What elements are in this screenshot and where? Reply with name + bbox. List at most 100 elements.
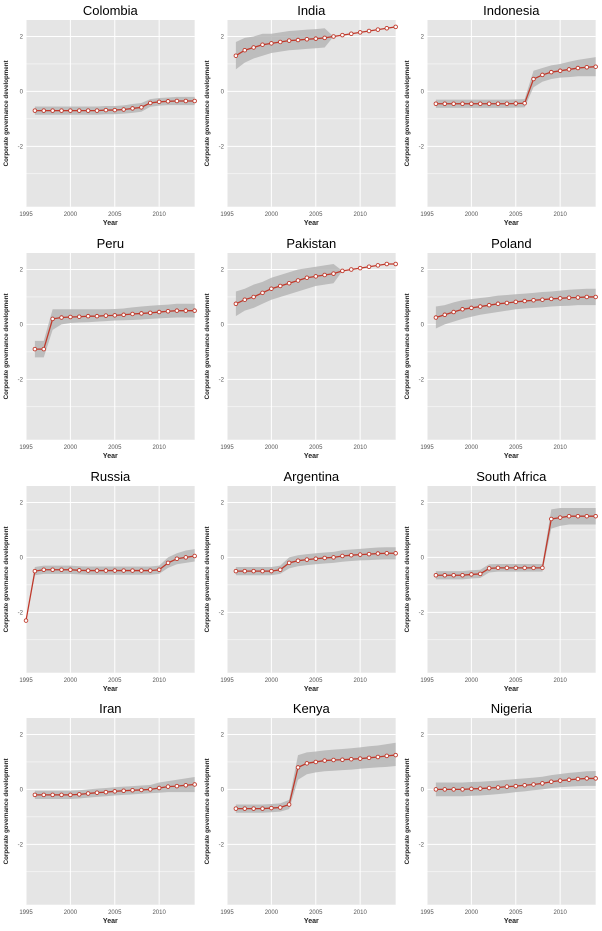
data-point (59, 567, 64, 572)
x-axis-label: Year (504, 918, 519, 925)
plot-background (26, 252, 195, 440)
data-point (94, 108, 100, 113)
data-point (251, 294, 256, 299)
data-point (584, 776, 590, 781)
y-tick-label: -2 (218, 843, 224, 849)
x-tick-label: 1995 (421, 212, 435, 218)
y-tick-label: 2 (220, 500, 224, 506)
x-axis-label: Year (304, 685, 319, 692)
x-tick-label: 2000 (264, 677, 278, 683)
x-tick-label: 2000 (465, 677, 479, 683)
data-point (77, 792, 82, 797)
data-point (277, 39, 283, 45)
data-point (330, 554, 336, 560)
x-tick-label: 1995 (19, 910, 33, 916)
data-point (251, 806, 256, 812)
panel-title: Pakistan (286, 236, 336, 251)
data-point (41, 567, 47, 572)
data-point (549, 69, 554, 75)
panel-colombia: Colombia 1995 2000 2005 2010 2 0 -2 Year Corporat… (3, 3, 197, 227)
data-point (584, 294, 590, 299)
data-point (259, 42, 265, 47)
data-point (513, 784, 519, 789)
x-axis-label: Year (504, 685, 519, 692)
data-point (94, 567, 100, 573)
x-axis-label: Year (103, 453, 118, 460)
data-point (174, 784, 180, 789)
panel-iran: Iran 1995 2000 2005 2010 2 0 -2 Year Corporate go… (3, 701, 197, 925)
y-tick-label: -2 (419, 610, 425, 616)
data-point (121, 107, 126, 112)
data-point (183, 98, 189, 104)
data-point (357, 30, 363, 35)
data-point (41, 108, 47, 113)
data-point (451, 101, 457, 107)
x-tick-label: 2010 (554, 445, 568, 451)
y-tick-label: 0 (20, 89, 24, 95)
data-point (442, 572, 448, 578)
y-tick-label: 2 (421, 34, 425, 40)
y-axis-label: Corporate governance development (204, 60, 211, 166)
y-tick-label: 2 (421, 500, 425, 506)
data-point (59, 315, 64, 320)
y-axis-label: Corporate governance development (404, 60, 411, 166)
plot-background (427, 252, 596, 440)
x-tick-label: 2010 (152, 445, 166, 451)
data-point (513, 565, 519, 570)
y-tick-label: 0 (421, 322, 425, 328)
data-point (85, 567, 91, 573)
data-point (94, 790, 100, 796)
panel-argentina: Argentina 1995 2000 2005 2010 2 0 -2 Year Corpora… (204, 469, 398, 692)
panel-poland: Poland 1995 2000 2005 2010 2 0 -2 Year Corporate … (404, 236, 599, 460)
data-point (251, 568, 256, 573)
x-tick-label: 2005 (108, 677, 122, 683)
y-tick-label: -2 (218, 377, 224, 383)
panel-title: Nigeria (491, 701, 533, 716)
x-axis-label: Year (103, 220, 118, 227)
x-tick-label: 1995 (19, 445, 33, 451)
panel-title: Peru (97, 236, 124, 251)
data-point (251, 45, 256, 50)
data-point (593, 64, 599, 69)
y-tick-label: -2 (419, 843, 425, 849)
data-point (165, 784, 171, 790)
data-point (103, 790, 109, 795)
data-point (531, 565, 537, 570)
data-point (339, 553, 345, 558)
data-point (393, 550, 398, 556)
data-point (304, 36, 309, 42)
x-tick-label: 2005 (108, 445, 122, 451)
data-point (549, 516, 554, 521)
data-point (130, 567, 135, 573)
data-point (469, 101, 474, 107)
data-point (584, 64, 590, 70)
y-axis-label: Corporate governance development (3, 60, 10, 166)
x-axis-label: Year (103, 685, 118, 692)
data-point (549, 779, 554, 785)
data-point (112, 107, 118, 113)
data-point (478, 101, 483, 107)
data-point (286, 280, 292, 286)
data-point (32, 792, 38, 798)
data-point (174, 556, 180, 561)
data-point (487, 101, 492, 107)
data-point (487, 786, 492, 791)
data-point (112, 567, 118, 573)
data-point (85, 108, 91, 113)
x-tick-label: 2010 (554, 910, 568, 916)
confidence-ribbon (26, 548, 195, 621)
data-point (330, 758, 336, 763)
x-tick-label: 2010 (353, 910, 367, 916)
data-point (295, 277, 300, 283)
data-point (322, 272, 327, 277)
data-point (59, 108, 64, 113)
x-tick-label: 2010 (353, 445, 367, 451)
data-point (268, 286, 274, 291)
data-point (286, 38, 292, 43)
data-point (531, 76, 537, 82)
data-point (496, 785, 501, 790)
data-point (433, 315, 439, 320)
data-point (242, 297, 247, 302)
data-point (130, 311, 135, 316)
data-point (496, 101, 501, 107)
